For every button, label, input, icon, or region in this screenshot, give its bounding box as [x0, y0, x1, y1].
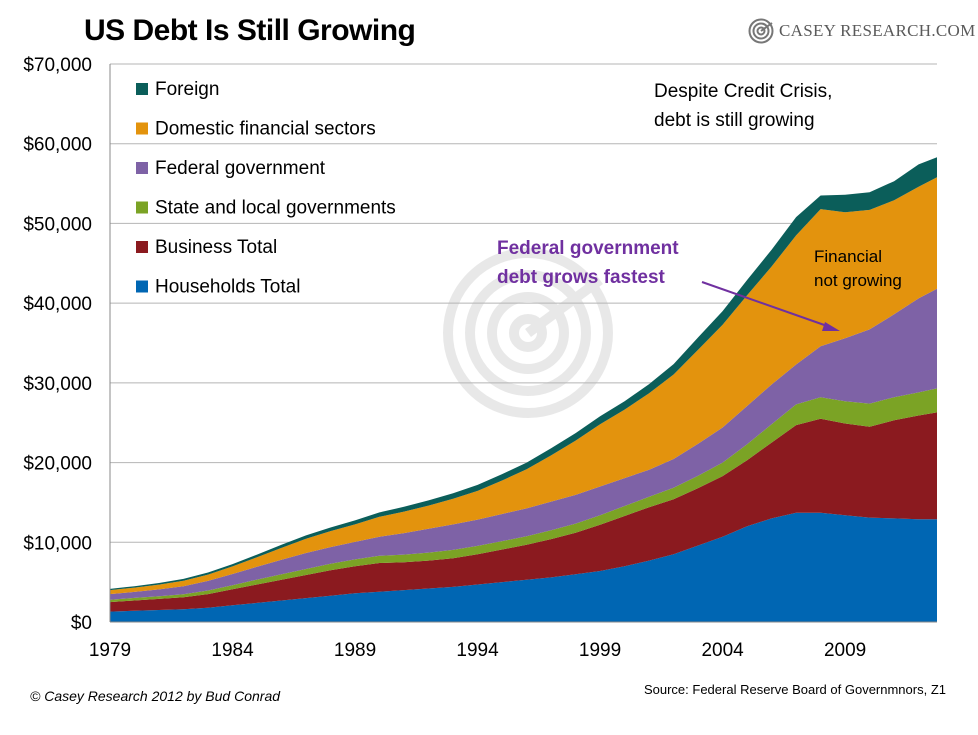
legend-label-domestic-financial-sectors: Domestic financial sectors: [155, 119, 376, 140]
legend-swatch-business-total: [136, 241, 148, 253]
x-tick-label: 2009: [824, 640, 866, 661]
spiral-logo-icon: [748, 18, 774, 44]
x-tick-labels: 1979 1984 1989 1994 1999 2004 2009: [89, 640, 866, 661]
annotation-financial-line1: Financial: [814, 247, 882, 266]
x-tick-label: 1994: [456, 640, 499, 661]
x-tick-label: 1979: [89, 640, 131, 661]
y-tick-label: $10,000: [23, 533, 92, 554]
x-tick-label: 1999: [579, 640, 621, 661]
area-foreign: [110, 157, 937, 591]
legend-label-state-and-local-governments: State and local governments: [155, 198, 396, 219]
y-tick-label: $30,000: [23, 374, 92, 395]
legend: Foreign Domestic financial sectors Federal…: [136, 79, 396, 298]
y-tick-label: $50,000: [23, 214, 92, 235]
y-tick-label: $40,000: [23, 294, 92, 315]
axes: [109, 64, 937, 623]
legend-label-foreign: Foreign: [155, 79, 219, 100]
legend-swatch-state-and-local-governments: [136, 201, 148, 214]
annotation-credit-crisis-line2: debt is still growing: [654, 110, 815, 131]
legend-swatch-domestic-financial-sectors: [136, 122, 148, 135]
y-tick-label: $70,000: [23, 55, 92, 76]
legend-swatch-foreign: [136, 83, 148, 95]
annotation-arrowhead-icon: [822, 322, 840, 331]
annotation-federal-line1: Federal government: [497, 238, 679, 259]
credit-crisis-annotation: Despite Credit Crisis, debt is still gro…: [654, 81, 832, 131]
x-tick-label: 1984: [211, 640, 254, 661]
x-tick-label: 1989: [334, 640, 376, 661]
legend-label-business-total: Business Total: [155, 237, 277, 258]
y-tick-label: $0: [71, 613, 92, 634]
area-domestic-financial-sectors: [110, 177, 937, 595]
federal-annotation: Federal government debt grows fastest: [497, 238, 840, 331]
area-business-total: [110, 412, 937, 612]
area-state-and-local-governments: [110, 388, 937, 603]
legend-swatch-households-total: [136, 280, 148, 293]
y-tick-labels: $0 $10,000 $20,000 $30,000 $40,000 $50,000 $60…: [23, 55, 92, 634]
annotation-federal-line2: debt grows fastest: [497, 267, 666, 288]
watermark-spiral-icon: [443, 248, 613, 418]
area-series: [110, 157, 937, 622]
annotation-arrow-line: [701, 281, 831, 328]
y-tick-label: $60,000: [23, 135, 92, 156]
financial-annotation: Financial not growing: [814, 247, 902, 290]
area-households-total: [110, 512, 937, 622]
casey-research-logo: CASEY RESEARCH.COM: [748, 18, 976, 44]
annotation-credit-crisis-line1: Despite Credit Crisis,: [654, 81, 832, 102]
logo-text: CASEY RESEARCH.COM: [779, 21, 976, 40]
legend-swatch-federal-government: [136, 162, 148, 174]
chart-title: US Debt Is Still Growing: [84, 14, 416, 47]
x-tick-label: 2004: [701, 640, 744, 661]
legend-label-households-total: Households Total: [155, 277, 300, 298]
copyright-note: © Casey Research 2012 by Bud Conrad: [30, 688, 281, 704]
legend-label-federal-government: Federal government: [155, 158, 326, 179]
annotation-financial-line2: not growing: [814, 271, 902, 290]
y-tick-label: $20,000: [23, 454, 92, 475]
source-note: Source: Federal Reserve Board of Governm…: [643, 682, 946, 697]
